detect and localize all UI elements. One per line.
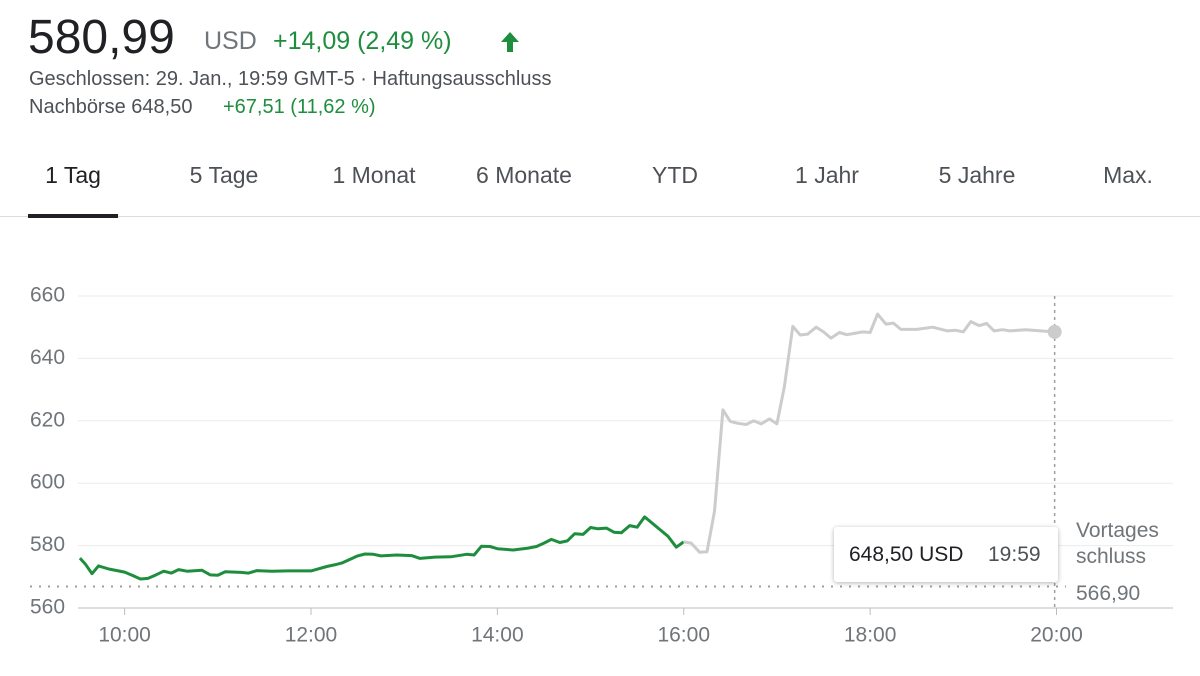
y-tick-label: 620 xyxy=(30,408,65,431)
tooltip-price: 648,50 USD xyxy=(849,543,964,566)
series-line xyxy=(683,312,1055,554)
status: Geschlossen: 29. Jan., 19:59 GMT-5 · Haf… xyxy=(29,68,552,90)
change: +14,09 (2,49 %) xyxy=(273,27,452,55)
x-tick-label: 18:00 xyxy=(844,624,897,647)
y-tick-label: 660 xyxy=(30,284,65,307)
x-tick-label: 14:00 xyxy=(471,624,524,647)
tab[interactable]: 1 Tag xyxy=(45,162,101,188)
tab[interactable]: YTD xyxy=(652,162,698,188)
tab[interactable]: 1 Jahr xyxy=(795,162,859,188)
x-tick-label: 20:00 xyxy=(1030,624,1083,647)
tab-indicator xyxy=(28,214,118,218)
up-arrow xyxy=(501,32,519,52)
tooltip-time: 19:59 xyxy=(988,543,1041,566)
tab[interactable]: 5 Jahre xyxy=(938,162,1016,188)
y-tick-label: 560 xyxy=(30,596,65,619)
currency: USD xyxy=(204,27,257,55)
tab[interactable]: 6 Monate xyxy=(476,162,572,188)
y-tick-label: 580 xyxy=(30,533,65,556)
reference-label: Vortages schluss xyxy=(1076,519,1159,568)
price: 580,99 xyxy=(28,11,175,64)
tab[interactable]: 1 Monat xyxy=(332,162,416,188)
tooltip xyxy=(834,527,1058,582)
after-hours-change: +67,51 (11,62 %) xyxy=(223,96,376,118)
x-tick-label: 16:00 xyxy=(657,624,710,647)
y-tick-label: 600 xyxy=(30,471,65,494)
tab[interactable]: Max. xyxy=(1103,162,1153,188)
after-hours: Nachbörse 648,50 xyxy=(29,96,193,118)
hover-point xyxy=(1047,324,1062,339)
tab-divider xyxy=(0,216,1200,217)
x-tick-label: 10:00 xyxy=(98,624,151,647)
x-tick-label: 12:00 xyxy=(285,624,338,647)
reference-value: 566,90 xyxy=(1076,582,1141,605)
series-line xyxy=(78,515,685,581)
tab[interactable]: 5 Tage xyxy=(189,162,259,188)
y-tick-label: 640 xyxy=(30,346,65,369)
